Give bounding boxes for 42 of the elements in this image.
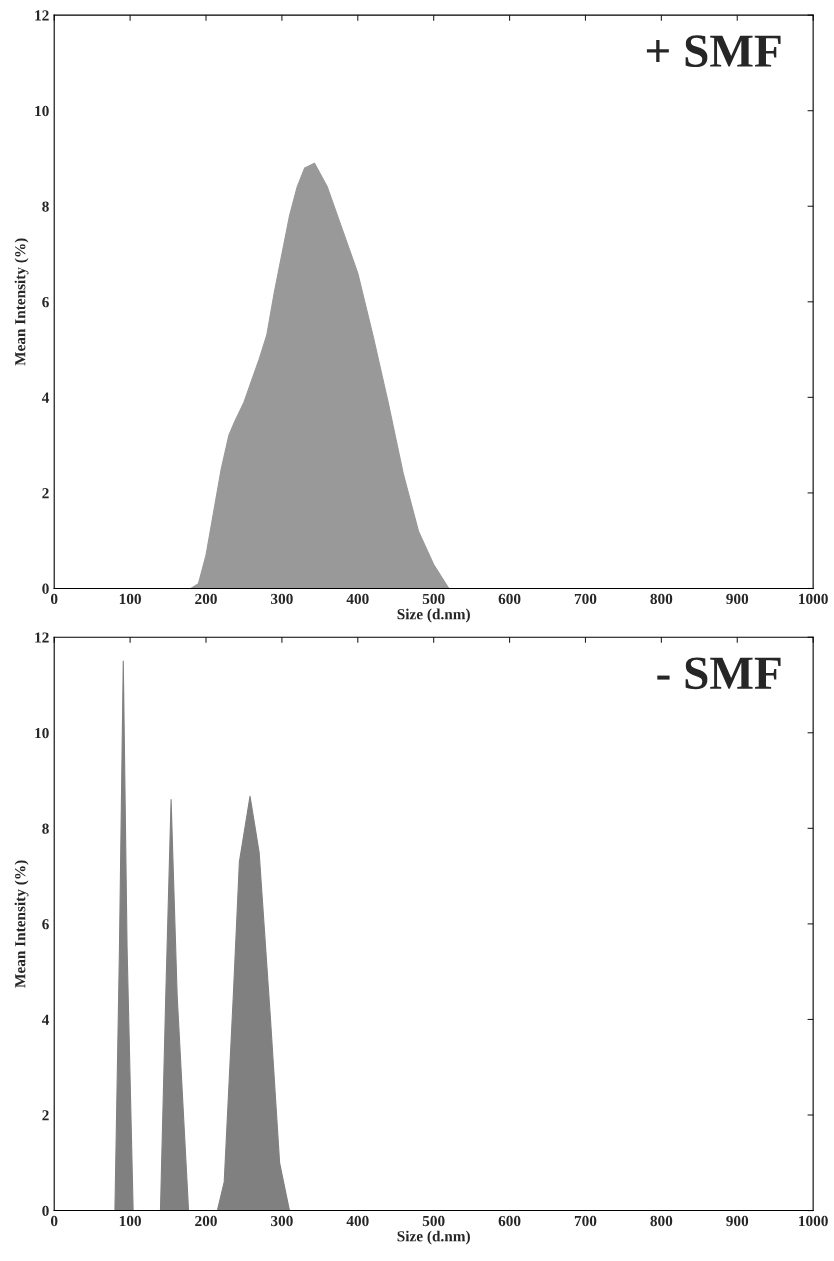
- x-tick-label: 100: [119, 593, 141, 605]
- x-tick-label: 100: [119, 1215, 141, 1227]
- y-tick-label: 8: [42, 823, 49, 834]
- y-axis-title: Mean Intensity (%): [14, 860, 29, 988]
- x-tick-label: 600: [498, 1215, 521, 1227]
- x-tick-label: 500: [422, 1215, 445, 1227]
- y-tick-label: 8: [42, 201, 49, 212]
- y-tick-label: 2: [42, 1110, 49, 1121]
- x-tick-label: 400: [346, 593, 369, 605]
- x-tick-label: 0: [50, 1215, 58, 1227]
- y-tick-label: 0: [42, 1205, 49, 1217]
- x-tick-label: 0: [50, 593, 58, 605]
- y-tick-label: 6: [42, 919, 49, 930]
- x-tick-label: 200: [195, 593, 217, 605]
- annotation: - SMF: [657, 657, 781, 690]
- x-tick-label: 800: [650, 1215, 673, 1227]
- x-tick-label: 400: [346, 1215, 369, 1227]
- x-axis-title: Size (d.nm): [397, 608, 470, 623]
- x-tick-label: 800: [650, 593, 673, 605]
- x-tick-label: 300: [271, 1215, 293, 1227]
- y-tick-label: 0: [42, 583, 49, 594]
- y-axis-title: Mean Intensity (%): [14, 238, 29, 366]
- x-tick-label: 300: [271, 593, 293, 605]
- y-tick-label: 4: [41, 1014, 50, 1025]
- x-tick-label: 700: [574, 593, 597, 605]
- x-tick-label: 1000: [799, 593, 828, 605]
- y-tick-label: 4: [41, 392, 50, 403]
- x-tick-label: 700: [574, 1215, 597, 1227]
- y-tick-label: 10: [35, 105, 49, 117]
- x-tick-label: 500: [422, 593, 445, 605]
- x-tick-label: 900: [726, 593, 749, 605]
- x-axis-title: Size (d.nm): [397, 1230, 470, 1245]
- y-tick-label: 2: [42, 488, 49, 499]
- x-tick-label: 900: [726, 1215, 749, 1227]
- y-tick-label: 12: [35, 632, 49, 643]
- annotation: + SMF: [646, 35, 781, 68]
- y-tick-label: 10: [35, 727, 49, 739]
- y-tick-label: 6: [42, 296, 49, 308]
- x-tick-label: 1000: [799, 1215, 828, 1227]
- y-tick-label: 12: [35, 10, 49, 21]
- x-tick-label: 200: [195, 1215, 217, 1227]
- x-tick-label: 600: [498, 593, 521, 605]
